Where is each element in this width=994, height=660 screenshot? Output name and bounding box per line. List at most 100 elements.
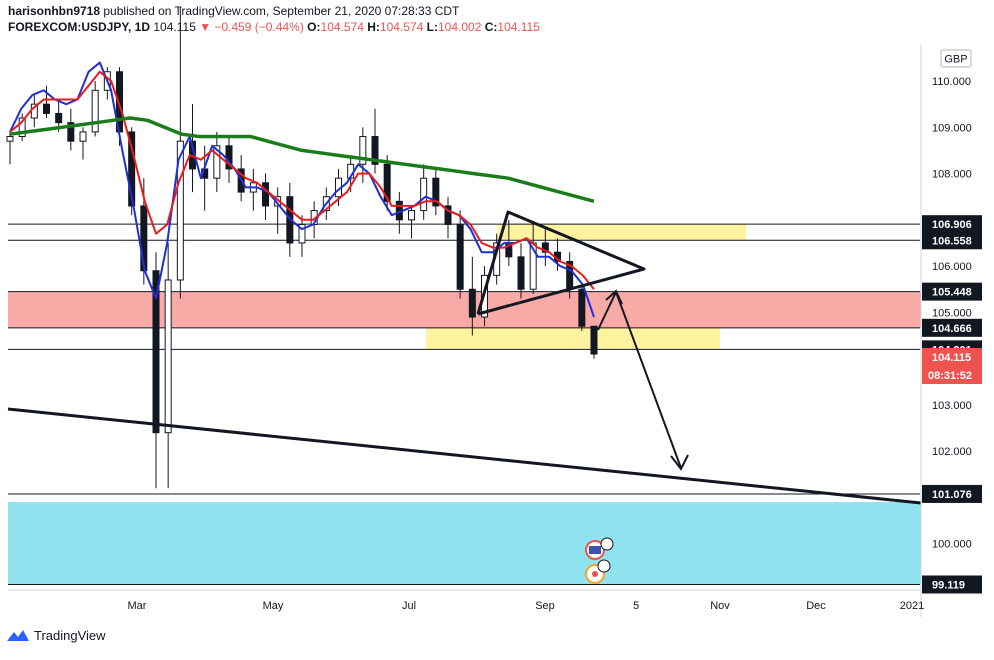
candle[interactable]: [408, 205, 415, 239]
candle-body: [590, 325, 598, 355]
arrow-head-down: [670, 454, 689, 471]
yellow-zone-upper[interactable]: [497, 224, 746, 241]
price-level-tag[interactable]: [922, 484, 982, 503]
candle[interactable]: [164, 242, 172, 489]
time-axis: Mar May Jul Sep 5 Nov Dec 2021: [128, 600, 925, 612]
candle[interactable]: [274, 187, 282, 234]
price-tick-label: 106.000: [932, 261, 972, 273]
candle[interactable]: [176, 6, 184, 299]
candle[interactable]: [298, 215, 306, 257]
price-tick-label: 108.000: [932, 169, 972, 181]
author-name[interactable]: harisonhbn9718: [8, 4, 101, 18]
candle[interactable]: [578, 284, 586, 331]
time-tick-label: May: [263, 600, 284, 612]
dividend-event-icon[interactable]: [585, 559, 611, 584]
candle-body: [128, 131, 136, 207]
candle[interactable]: [30, 94, 38, 128]
zones-layer: [8, 224, 921, 585]
candle[interactable]: [152, 252, 160, 489]
price-tick-label: 110.000: [932, 76, 971, 88]
price-level-tag-text: 106.906: [932, 219, 972, 231]
price-level-tag[interactable]: [922, 318, 982, 337]
price-level-tag[interactable]: [922, 575, 982, 594]
candle-body: [456, 223, 464, 290]
economic-event-flag-icon[interactable]: [585, 537, 614, 560]
candle[interactable]: [420, 164, 428, 220]
yellow-zone-lower[interactable]: [426, 327, 720, 350]
time-tick-label: Sep: [535, 600, 555, 612]
candle[interactable]: [590, 325, 598, 359]
candle[interactable]: [213, 131, 221, 193]
candle-body: [164, 279, 172, 434]
price-change: ▼ −0.459 (−0.44%): [199, 20, 304, 34]
arrow-head-up: [605, 289, 623, 305]
candle[interactable]: [371, 108, 379, 174]
candle[interactable]: [468, 256, 476, 336]
level-labels-layer: 106.906106.558105.448104.666104.201101.0…: [922, 215, 982, 594]
price-level-tag[interactable]: [922, 231, 982, 250]
candle-body: [18, 117, 26, 138]
price-level-tag-text: 101.076: [932, 489, 972, 501]
candle-body: [79, 131, 87, 142]
tradingview-logo-icon: [7, 630, 29, 641]
price-tick-label: 102.000: [932, 446, 972, 458]
candle-body: [541, 242, 549, 253]
candle-body: [176, 140, 184, 281]
candle[interactable]: [79, 127, 87, 160]
cyan-zone[interactable]: [8, 502, 921, 585]
price-level-tag[interactable]: [922, 282, 982, 301]
candle-body: [152, 270, 160, 434]
ma-long-line[interactable]: [9, 116, 595, 203]
drawings-layer: [7, 210, 922, 505]
price-tick-label: 105.000: [932, 307, 972, 319]
high-value: 104.574: [379, 20, 424, 34]
candle[interactable]: [249, 168, 257, 211]
candle-body: [371, 136, 379, 165]
open-value: 104.574: [320, 20, 364, 34]
red-zone[interactable]: [8, 291, 921, 328]
candle-body: [262, 182, 269, 207]
candle[interactable]: [432, 168, 440, 216]
candle[interactable]: [43, 85, 50, 119]
candle[interactable]: [91, 81, 99, 137]
price-level-tag-text: 105.448: [932, 287, 972, 299]
candle-body: [408, 210, 415, 221]
triangle-pattern[interactable]: [476, 210, 646, 316]
candle[interactable]: [262, 173, 269, 220]
low-value: 104.002: [437, 20, 482, 34]
candle[interactable]: [456, 210, 464, 299]
events-layer: [585, 537, 614, 584]
candle[interactable]: [444, 196, 452, 239]
candle[interactable]: [541, 229, 549, 267]
candle-body: [383, 163, 391, 202]
time-tick-label: Jul: [402, 600, 416, 612]
symbol-label[interactable]: FOREXCOM:USDJPY, 1D: [8, 20, 151, 34]
currency-badge[interactable]: [940, 49, 972, 68]
candle[interactable]: [6, 131, 14, 165]
price-level-tag[interactable]: [922, 215, 982, 234]
price-level-tag-text: 106.558: [932, 235, 972, 247]
candle[interactable]: [67, 108, 75, 151]
time-tick-label: 5: [633, 600, 639, 612]
last-price-tag[interactable]: [922, 348, 982, 366]
candle-body: [213, 145, 221, 179]
last-price-tag-text: 104.115: [932, 352, 971, 364]
candles-layer: [6, 6, 598, 489]
candle-body: [432, 177, 440, 207]
close-label: C:: [484, 20, 498, 34]
footer[interactable]: TradingView: [6, 627, 106, 643]
price-tick-label: 109.000: [932, 122, 972, 134]
candle-body: [6, 136, 14, 142]
candle[interactable]: [383, 155, 391, 211]
countdown-tag: [922, 366, 982, 384]
time-tick-label: 2021: [900, 600, 924, 612]
price-tick-label: 100.000: [932, 539, 972, 551]
trendline[interactable]: [7, 407, 922, 505]
candle[interactable]: [18, 113, 26, 142]
candle-body: [91, 89, 99, 133]
candle-body: [67, 122, 75, 142]
candle[interactable]: [517, 242, 525, 299]
high-label: H:: [367, 20, 380, 34]
